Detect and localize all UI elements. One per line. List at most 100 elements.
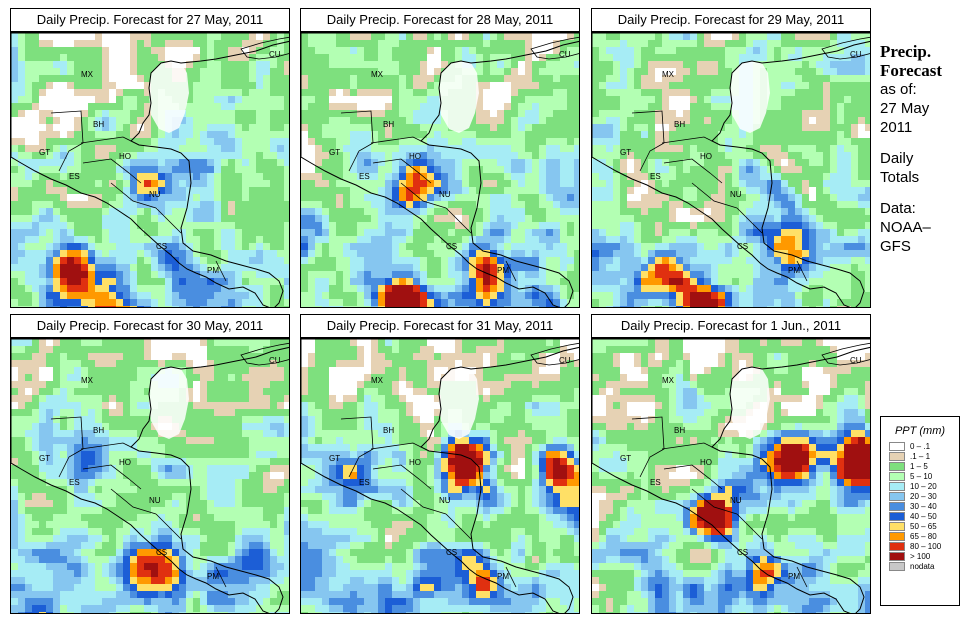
forecast-panel-3: Daily Precip. Forecast for 29 May, 2011 …	[591, 8, 871, 308]
country-label: BH	[383, 426, 394, 435]
precip-map: MX BH GT HO ES NU CS PM CU	[300, 338, 580, 614]
precip-grid	[592, 339, 870, 613]
legend-item: 5 – 10	[889, 471, 959, 481]
country-label: GT	[620, 148, 631, 157]
country-label: GT	[329, 148, 340, 157]
country-label: HO	[119, 152, 131, 161]
legend-label: .1 – 1	[910, 451, 931, 461]
legend-item: 0 – .1	[889, 441, 959, 451]
country-label: MX	[662, 376, 675, 385]
asof-label: as of:	[880, 81, 917, 98]
daily-label-2: Totals	[880, 169, 920, 186]
country-label: ES	[359, 172, 370, 181]
legend-title: PPT (mm)	[894, 425, 946, 437]
precip-grid	[11, 33, 289, 307]
country-label: HO	[409, 458, 421, 467]
legend-swatch	[889, 501, 905, 511]
precip-grid	[301, 33, 579, 307]
legend-item: > 100	[889, 551, 959, 561]
country-label: MX	[371, 376, 384, 385]
country-label: GT	[620, 454, 631, 463]
panel-title: Daily Precip. Forecast for 1 Jun., 2011	[591, 314, 871, 338]
legend-label: nodata	[910, 561, 935, 571]
country-label: CU	[269, 50, 281, 59]
daily-label-1: Daily	[880, 150, 914, 167]
country-label: HO	[119, 458, 131, 467]
country-label: PM	[497, 266, 509, 275]
country-label: CU	[850, 50, 862, 59]
coastline	[301, 339, 579, 613]
country-label: ES	[650, 172, 661, 181]
legend-swatch	[889, 561, 905, 571]
coastline	[592, 339, 870, 613]
country-label: PM	[207, 572, 219, 581]
legend-label: 20 – 30	[910, 491, 937, 501]
side-heading-1: Precip.	[880, 42, 932, 61]
country-label: MX	[81, 70, 94, 79]
legend-item: nodata	[889, 561, 959, 571]
legend-item: 80 – 100	[889, 541, 959, 551]
legend-swatch	[889, 451, 905, 461]
coastline	[11, 339, 289, 613]
legend-label: 30 – 40	[910, 501, 937, 511]
country-label: NU	[730, 190, 742, 199]
country-label: MX	[662, 70, 675, 79]
coastline	[301, 33, 579, 307]
country-label: CS	[737, 242, 748, 251]
country-label: CS	[446, 548, 457, 557]
data-label-3: GFS	[880, 238, 911, 255]
legend-item: .1 – 1	[889, 451, 959, 461]
legend-label: 0 – .1	[910, 441, 931, 451]
legend-swatch	[889, 551, 905, 561]
country-label: BH	[383, 120, 394, 129]
panel-title: Daily Precip. Forecast for 28 May, 2011	[300, 8, 580, 32]
legend-swatch	[889, 471, 905, 481]
country-label: BH	[674, 426, 685, 435]
coastline	[11, 33, 289, 307]
precip-map: MX BH GT HO ES NU CS PM CU	[591, 32, 871, 308]
legend-swatch	[889, 461, 905, 471]
legend-swatch	[889, 481, 905, 491]
legend-item: 1 – 5	[889, 461, 959, 471]
precip-map: MX BH GT HO ES NU CS PM CU	[591, 338, 871, 614]
country-label: CU	[559, 50, 571, 59]
legend-label: 40 – 50	[910, 511, 937, 521]
precip-grid	[11, 339, 289, 613]
legend-swatch	[889, 491, 905, 501]
country-label: HO	[409, 152, 421, 161]
forecast-panel-6: Daily Precip. Forecast for 1 Jun., 2011 …	[591, 314, 871, 614]
country-label: BH	[93, 426, 104, 435]
legend-item: 30 – 40	[889, 501, 959, 511]
panel-title: Daily Precip. Forecast for 29 May, 2011	[591, 8, 871, 32]
country-label: PM	[788, 266, 800, 275]
legend-label: > 100	[910, 551, 931, 561]
legend-label: 10 – 20	[910, 481, 937, 491]
country-label: MX	[371, 70, 384, 79]
legend-label: 65 – 80	[910, 531, 937, 541]
legend-item: 10 – 20	[889, 481, 959, 491]
forecast-panel-1: Daily Precip. Forecast for 27 May, 2011 …	[10, 8, 290, 308]
forecast-panel-2: Daily Precip. Forecast for 28 May, 2011 …	[300, 8, 580, 308]
country-label: ES	[69, 478, 80, 487]
country-label: CS	[156, 548, 167, 557]
data-label-2: NOAA–	[880, 219, 931, 236]
panel-title: Daily Precip. Forecast for 31 May, 2011	[300, 314, 580, 338]
country-label: CU	[559, 356, 571, 365]
legend-label: 50 – 65	[910, 521, 937, 531]
legend-label: 5 – 10	[910, 471, 933, 481]
asof-date-2: 2011	[880, 119, 913, 136]
country-label: PM	[497, 572, 509, 581]
legend-item: 40 – 50	[889, 511, 959, 521]
legend-swatch	[889, 441, 905, 451]
country-label: ES	[650, 478, 661, 487]
country-label: ES	[69, 172, 80, 181]
precip-map: MX BH GT HO ES NU CS PM CU	[10, 32, 290, 308]
country-label: GT	[329, 454, 340, 463]
panel-title: Daily Precip. Forecast for 27 May, 2011	[10, 8, 290, 32]
legend-item: 20 – 30	[889, 491, 959, 501]
country-label: HO	[700, 458, 712, 467]
country-label: GT	[39, 148, 50, 157]
side-info: Precip. Forecast as of: 27 May 2011 Dail…	[880, 42, 965, 256]
legend-swatch	[889, 531, 905, 541]
